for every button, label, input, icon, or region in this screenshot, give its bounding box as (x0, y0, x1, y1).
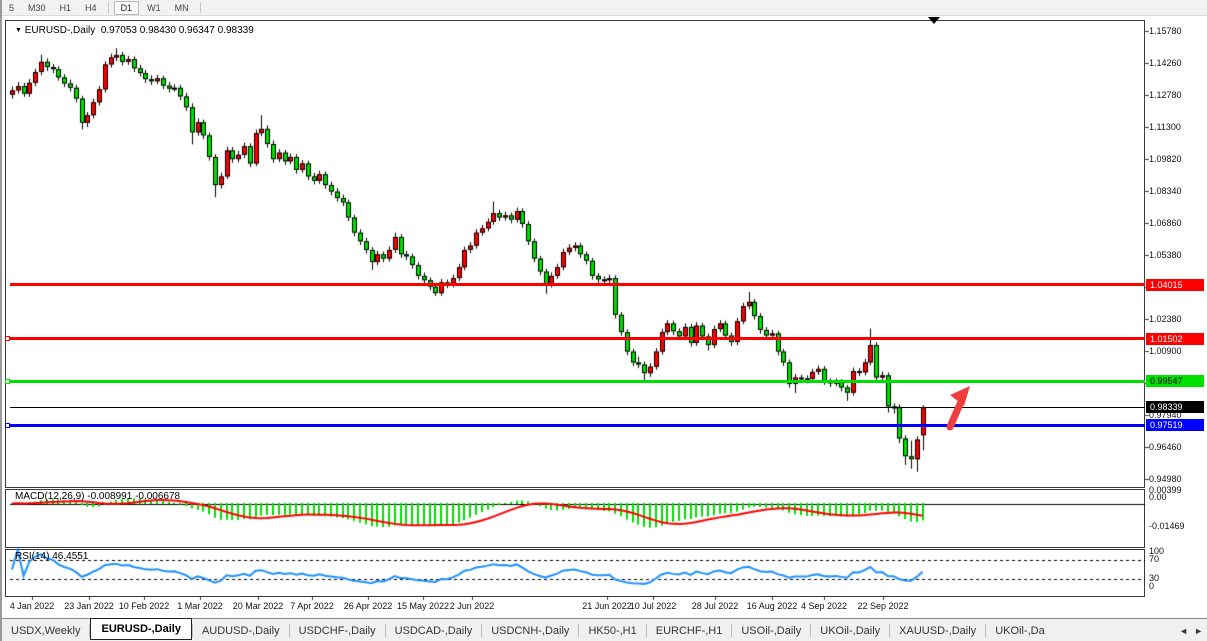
chart-legend: ▼ EURUSD-,Daily 0.97053 0.98430 0.96347 … (15, 25, 254, 36)
rsi-name: RSI(14) (15, 551, 50, 562)
legend-low: 0.96347 (178, 25, 215, 36)
legend-symbol: EURUSD-,Daily (24, 25, 96, 36)
legend-high: 0.98430 (139, 25, 176, 36)
macd-main-value: -0.008991 (87, 491, 133, 502)
bullish-arrow-annotation[interactable] (942, 382, 982, 437)
legend-open: 0.97053 (100, 25, 137, 36)
legend-close: 0.98339 (217, 25, 254, 36)
chart-shift-marker-icon[interactable] (928, 17, 940, 24)
rsi-value: 46.4551 (52, 551, 89, 562)
macd-indicator-label: MACD(12,26,9) -0.008991 -0.006678 (15, 491, 180, 502)
macd-name: MACD(12,26,9) (15, 491, 85, 502)
rsi-indicator-label: RSI(14) 46.4551 (15, 551, 88, 562)
symbol-dropdown-icon[interactable]: ▼ (15, 27, 22, 34)
macd-signal-value: -0.006678 (135, 491, 181, 502)
